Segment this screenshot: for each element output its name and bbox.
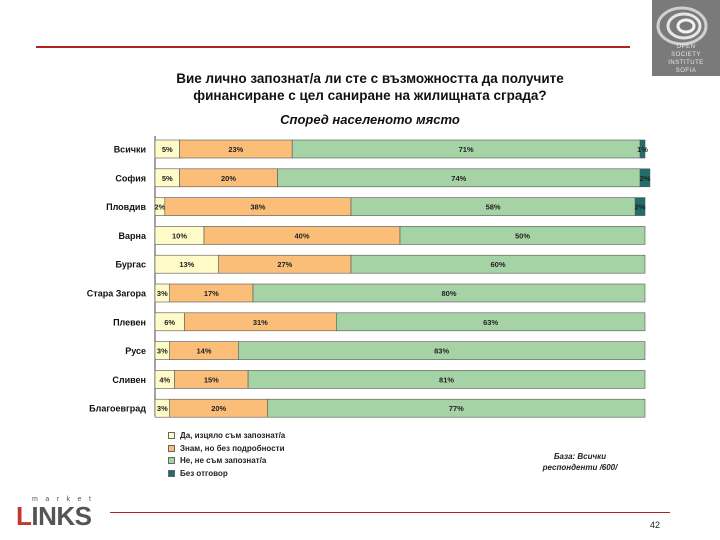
data-label: 74%	[451, 174, 466, 183]
logo-line-2: SOCIETY	[671, 52, 701, 58]
base-note-line-1: База: Всички	[553, 452, 607, 461]
legend-swatch-aware	[168, 432, 175, 439]
category-label: София	[115, 173, 146, 183]
data-label: 2%	[154, 203, 165, 212]
bar-segment	[399, 226, 646, 245]
data-label: 77%	[449, 404, 464, 413]
logo-line-3: INSTITUTE	[668, 60, 704, 66]
data-label: 4%	[159, 375, 170, 384]
category-label: Бургас	[116, 260, 147, 270]
data-label: 80%	[441, 289, 456, 298]
base-note: База: Всички респонденти /600/	[520, 451, 640, 473]
category-label: Плевен	[113, 317, 146, 327]
data-label: 2%	[640, 174, 651, 183]
category-label: Благоевград	[89, 404, 146, 414]
logo-line-4: SOFIA	[675, 68, 697, 74]
category-label: Стара Загора	[87, 289, 147, 299]
category-label: Русе	[125, 346, 146, 356]
data-label: 3%	[157, 347, 168, 356]
brand-main-text: LINKS	[16, 503, 98, 529]
chart-title-line-1: Вие лично запознат/а ли сте с възможност…	[176, 71, 564, 86]
bar-segment	[247, 370, 646, 389]
chart-title: Вие лично запознат/а ли сте с възможност…	[120, 70, 620, 104]
market-links-logo: market LINKS	[16, 496, 98, 529]
data-label: 6%	[164, 318, 175, 327]
data-label: 5%	[162, 145, 173, 154]
spiral-icon	[656, 6, 708, 46]
data-label: 14%	[196, 347, 211, 356]
data-label: 60%	[490, 260, 505, 269]
data-label: 10%	[172, 231, 187, 240]
top-divider	[36, 46, 630, 48]
legend-label-no-answer: Без отговор	[180, 468, 228, 478]
data-label: 1%	[637, 145, 648, 154]
data-label: 17%	[204, 289, 219, 298]
data-label: 58%	[486, 203, 501, 212]
brand-main-first: L	[16, 501, 32, 531]
data-label: 63%	[483, 318, 498, 327]
data-label: 50%	[515, 231, 530, 240]
page-number: 42	[650, 520, 661, 530]
chart-title-line-2: финансиране с цел саниране на жилищната …	[193, 88, 547, 103]
open-society-logo: OPEN SOCIETY INSTITUTE SOFIA	[652, 0, 720, 76]
bar-segment	[350, 254, 646, 274]
data-label: 23%	[228, 145, 243, 154]
bar-segment	[639, 139, 646, 159]
chart-subtitle: Според населеното място	[280, 112, 460, 127]
bar-segment	[238, 341, 646, 360]
legend-swatch-heard	[168, 444, 175, 452]
legend-swatch-no-answer	[168, 469, 175, 477]
legend-swatch-not-aware	[168, 457, 175, 464]
category-label: Варна	[119, 231, 147, 241]
brand-top-text: market	[32, 496, 99, 503]
data-label: 40%	[294, 231, 309, 240]
logo-line-1: OPEN	[676, 44, 696, 50]
data-label: 13%	[179, 260, 194, 269]
data-label: 15%	[204, 375, 219, 384]
bar-segment	[267, 398, 646, 418]
data-label: 5%	[162, 174, 173, 183]
bar-segment	[639, 168, 651, 188]
data-label: 71%	[459, 145, 474, 154]
bar-segment	[634, 197, 646, 216]
data-label: 83%	[434, 347, 449, 356]
legend-label-heard: Знам, но без подробности	[180, 443, 285, 453]
category-label: Пловдив	[106, 202, 146, 212]
legend-label-aware: Да, изцяло съм запознат/а	[180, 431, 286, 440]
data-label: 27%	[277, 260, 292, 269]
bottom-divider	[110, 512, 670, 513]
category-label: Сливен	[112, 375, 146, 385]
legend-label-not-aware: Не, не съм запознат/а	[180, 456, 267, 465]
data-label: 31%	[253, 318, 268, 327]
data-label: 20%	[211, 404, 226, 413]
bar-segment	[252, 283, 646, 303]
brand-main-rest: INKS	[31, 501, 92, 531]
data-label: 20%	[221, 174, 236, 183]
data-label: 2%	[635, 203, 646, 212]
category-label: Всички	[114, 145, 146, 155]
data-label: 3%	[157, 404, 168, 413]
data-label: 81%	[439, 375, 454, 384]
data-label: 38%	[250, 203, 265, 212]
data-label: 3%	[157, 289, 168, 298]
bar-segment	[335, 312, 646, 332]
base-note-line-2: респонденти /600/	[542, 463, 618, 472]
